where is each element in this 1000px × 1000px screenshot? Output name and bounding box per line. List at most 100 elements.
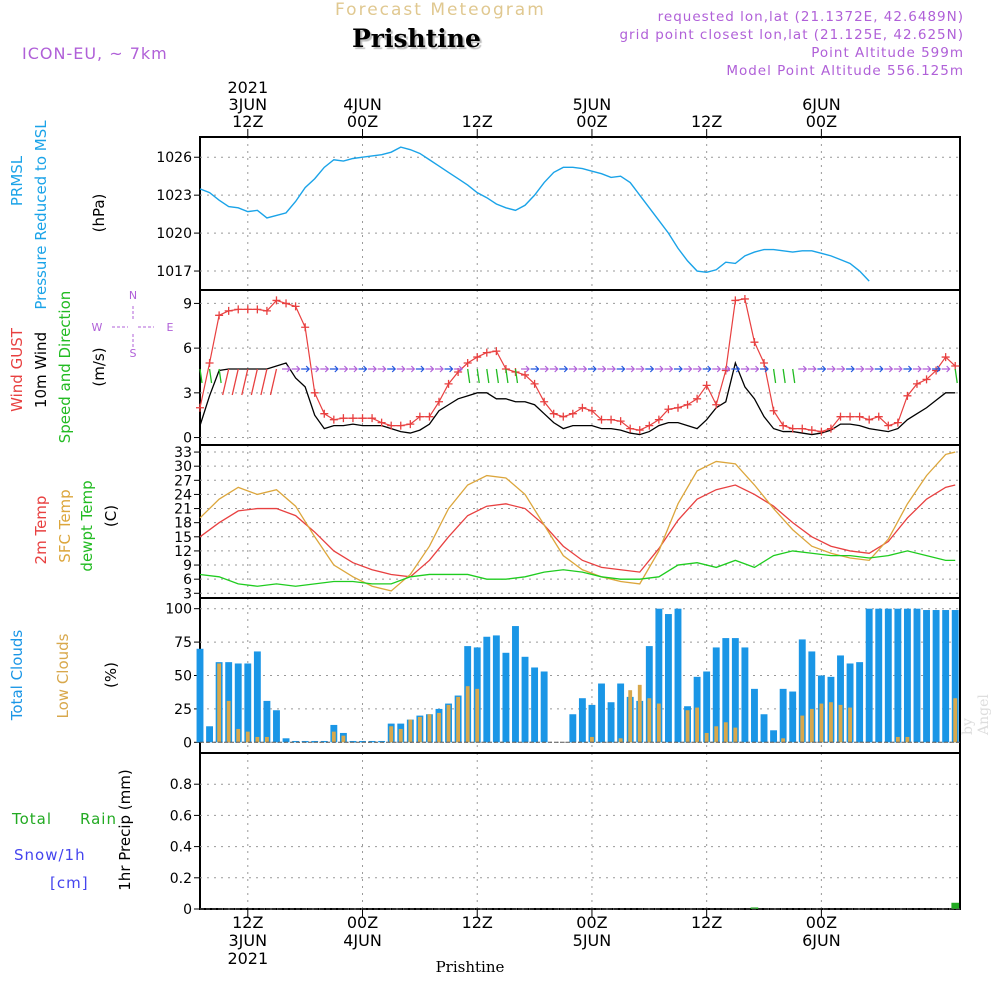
- low-cloud-bar: [895, 736, 900, 743]
- total-cloud-bar: [712, 647, 720, 743]
- wind-arrow: [903, 365, 913, 373]
- ytick-label: 1020: [156, 226, 192, 242]
- panel-frame: [199, 752, 961, 910]
- snow-unit: [cm]: [50, 874, 89, 892]
- gust-marker: [826, 424, 835, 433]
- wind-arrow: [807, 365, 817, 373]
- total-cloud-bar: [894, 608, 902, 743]
- total-cloud-bar: [578, 698, 586, 743]
- pressure-label-b: Pressure Reduced to MSL: [32, 120, 50, 310]
- gust-marker: [549, 409, 558, 418]
- total-cloud-bar: [502, 652, 510, 743]
- gust-marker: [301, 323, 310, 332]
- bottom-date-label: 6JUN: [802, 931, 841, 950]
- top-date-label: 4JUN: [343, 95, 382, 114]
- low-cloud-bar: [618, 738, 623, 743]
- ytick-label: 0: [183, 735, 192, 751]
- wind-arrow: [425, 365, 435, 373]
- ytick-label: 6: [183, 572, 192, 588]
- top-hour-label: 00Z: [806, 112, 837, 131]
- wind-arrow: [269, 368, 278, 396]
- low-cloud-bar: [838, 704, 843, 743]
- gust-marker: [779, 421, 788, 430]
- wind-arrow: [208, 368, 213, 384]
- gust-marker: [482, 348, 491, 357]
- low-cloud-bar: [800, 715, 805, 743]
- gust-marker: [196, 403, 204, 412]
- gust-marker: [798, 424, 807, 433]
- wind-arrow: [301, 365, 311, 373]
- wind-arrow: [912, 365, 922, 373]
- wind-arrow: [514, 368, 519, 384]
- total-cloud-bar: [521, 656, 529, 743]
- total-clouds-label: Total Clouds: [8, 630, 26, 722]
- total-cloud-bar: [607, 702, 615, 743]
- total-cloud-bar: [588, 704, 596, 743]
- sfc-temp-line: [199, 451, 956, 592]
- ytick-label: 0: [183, 902, 192, 918]
- wind-arrow: [874, 365, 884, 373]
- wind-arrow: [559, 365, 569, 373]
- wind-arrow: [521, 365, 530, 373]
- wind-arrow: [505, 368, 509, 384]
- wind-arrow: [884, 365, 894, 373]
- gust-marker: [587, 406, 596, 415]
- low-cloud-bar: [236, 728, 241, 743]
- gust-marker: [683, 400, 692, 409]
- gust-marker: [817, 427, 826, 436]
- gust-marker: [836, 412, 845, 421]
- wind-arrow: [444, 365, 454, 373]
- top-hour-label: 12Z: [462, 112, 493, 131]
- total-cloud-bar: [234, 663, 242, 743]
- gust-marker: [855, 412, 864, 421]
- wind-unit: (m/s): [90, 347, 108, 386]
- panel-5: [199, 752, 961, 910]
- gust-marker: [463, 359, 472, 368]
- wind-arrow: [218, 368, 222, 384]
- total-cloud-bar: [903, 608, 911, 743]
- precip-bar: [951, 902, 960, 909]
- low-cloud-bar: [245, 731, 250, 743]
- wind-arrow: [377, 365, 387, 373]
- gust-marker: [262, 306, 271, 315]
- compass-south: S: [130, 347, 137, 360]
- wind-arrow: [635, 365, 645, 373]
- total-cloud-bar: [942, 610, 950, 743]
- pressure-unit: (hPa): [90, 194, 108, 233]
- top-hour-label: 12Z: [691, 112, 722, 131]
- requested-coords: requested lon,lat (21.1372E, 42.6489N): [657, 9, 964, 25]
- wind10m-line: [199, 360, 956, 436]
- total-cloud-bar: [483, 636, 491, 743]
- ytick-label: 1026: [156, 150, 192, 166]
- gust-marker: [645, 421, 654, 430]
- top-hour-label: 00Z: [347, 112, 378, 131]
- wind-arrow: [454, 365, 463, 373]
- total-cloud-bar: [837, 655, 844, 743]
- total-cloud-bar: [760, 714, 768, 743]
- total-cloud-bar: [206, 726, 214, 743]
- gust-marker: [664, 405, 673, 414]
- total-cloud-bar: [292, 740, 300, 743]
- wind-arrow: [530, 365, 540, 373]
- low-cloud-bar: [456, 696, 461, 743]
- gust-marker: [434, 397, 443, 406]
- total-cloud-bar: [875, 608, 883, 743]
- low-cloud-bar: [733, 727, 738, 743]
- ytick-label: 50: [174, 669, 192, 685]
- gust-marker: [530, 379, 539, 388]
- total-cloud-bar: [932, 610, 940, 743]
- low-cloud-bar: [781, 738, 786, 743]
- bottom-date-label: 3JUN: [229, 931, 268, 950]
- total-cloud-bar: [598, 683, 605, 743]
- ytick-label: 100: [165, 602, 192, 618]
- gust-marker: [387, 421, 396, 430]
- precip-unit: 1hr Precip (mm): [116, 769, 134, 890]
- top-date-label: 5JUN: [573, 95, 612, 114]
- panel-frame: [199, 444, 961, 599]
- gust-marker: [291, 302, 300, 311]
- wind-arrow: [348, 365, 358, 373]
- ytick-label: 0.8: [170, 777, 192, 793]
- compass-arrows: [112, 306, 154, 348]
- gust-marker: [607, 415, 616, 424]
- total-cloud-bar: [664, 614, 672, 743]
